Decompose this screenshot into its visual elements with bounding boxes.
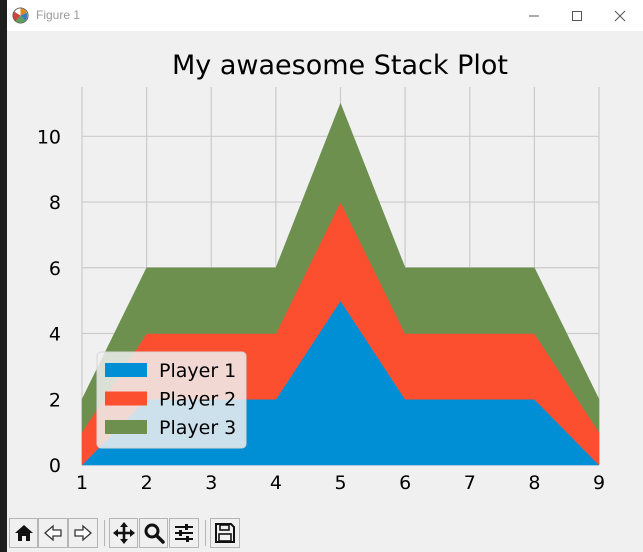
area-series-3 [81,102,600,433]
save-icon [215,523,235,543]
zoom-icon [144,523,165,544]
configure-subplots-button[interactable] [169,518,199,548]
y-tick-label: 8 [49,192,61,214]
legend-label: Player 3 [159,417,236,439]
toolbar-separator [205,520,206,546]
chart-title: My awaesome Stack Plot [172,50,508,81]
window-title: Figure 1 [36,8,81,22]
minimize-button[interactable] [511,0,557,31]
back-button[interactable] [38,518,68,548]
x-tick-label: 9 [593,472,605,494]
figure-window: Figure 1 My awaesome Stack Plot 1 2 3 4 5 6 7 8… [7,0,643,552]
toolbar-separator [104,520,105,546]
zoom-button[interactable] [139,518,168,548]
legend-swatch [105,420,147,434]
forward-button[interactable] [68,518,98,548]
y-tick-label: 10 [37,126,61,148]
axis-ticks: 1 2 3 4 5 6 7 8 9 0 2 4 6 8 10 [37,126,605,494]
home-button[interactable] [9,518,38,548]
move-icon [112,522,135,544]
minimize-icon [529,15,539,16]
close-icon [614,10,626,21]
title-bar: Figure 1 [7,0,643,31]
legend: Player 1 Player 2 Player 3 [96,351,247,449]
y-tick-label: 2 [49,389,61,411]
save-button[interactable] [210,518,240,548]
close-button[interactable] [597,0,643,31]
y-tick-label: 0 [49,455,61,477]
x-tick-label: 4 [270,472,282,494]
x-tick-label: 6 [399,472,411,494]
legend-label: Player 1 [159,360,236,382]
figure-canvas: My awaesome Stack Plot 1 2 3 4 5 6 7 8 90246810 … [37,50,605,494]
y-tick-label: 4 [49,324,61,346]
forward-arrow-icon [74,524,92,542]
legend-label: Player 2 [159,389,236,411]
matplotlib-logo-icon [12,7,29,24]
x-tick-label: 7 [464,472,476,494]
legend-swatch [105,391,147,406]
x-tick-label: 5 [334,472,346,494]
pan-button[interactable] [109,518,138,548]
back-arrow-icon [44,524,62,542]
x-tick-label: 1 [76,472,88,494]
maximize-icon [572,10,582,21]
home-icon [14,525,33,541]
x-tick-label: 2 [141,472,153,494]
navigation-toolbar [7,514,643,552]
x-tick-label: 3 [205,472,217,494]
legend-swatch [105,363,147,377]
y-tick-label: 6 [49,258,61,280]
x-tick-label: 8 [528,472,540,494]
sliders-icon [175,524,193,542]
maximize-button[interactable] [554,0,600,31]
